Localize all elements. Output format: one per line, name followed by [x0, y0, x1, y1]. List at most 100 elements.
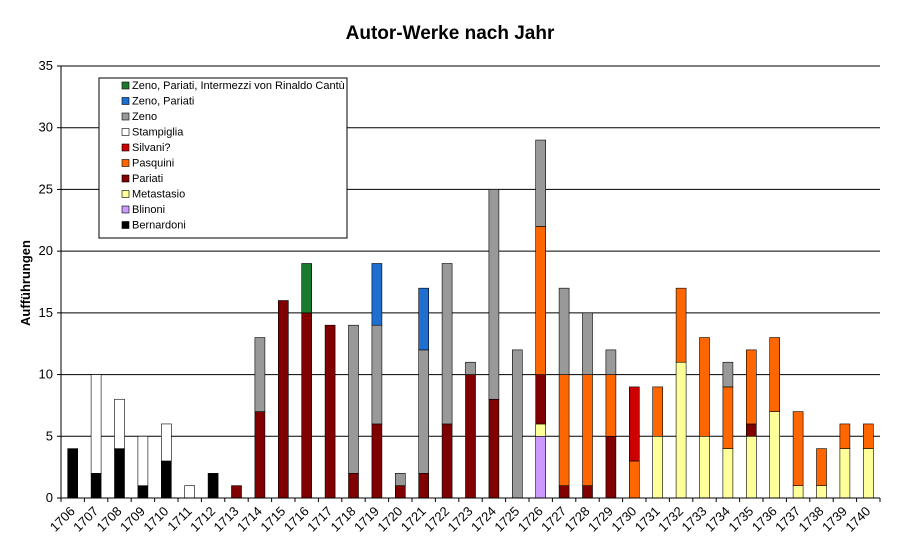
- bar-segment: [792, 485, 804, 499]
- bar-segment: [558, 287, 570, 375]
- bar-segment: [418, 287, 430, 351]
- y-tick-label: 0: [46, 490, 53, 505]
- legend-swatch: [121, 143, 130, 152]
- x-tick-label: 1714: [234, 504, 265, 535]
- bar-segment: [628, 386, 640, 462]
- legend-swatch: [121, 112, 130, 121]
- bar-segment: [277, 300, 289, 499]
- legend-label: Zeno, Pariati: [132, 96, 194, 108]
- x-tick-label: 1733: [679, 504, 710, 535]
- bar-segment: [862, 423, 874, 449]
- bar-segment: [511, 349, 523, 499]
- bar-segment: [582, 374, 593, 486]
- legend-swatch: [121, 190, 130, 198]
- bar-segment: [839, 423, 851, 449]
- bar-segment: [699, 337, 710, 437]
- bar-segment: [114, 448, 125, 499]
- legend-label: Bernardoni: [132, 220, 186, 232]
- bar-segment: [488, 398, 500, 499]
- bar-segment: [371, 423, 383, 499]
- bar-segment: [722, 448, 734, 499]
- x-tick-label: 1707: [70, 504, 101, 535]
- x-tick-label: 1722: [421, 504, 452, 535]
- bar-segment: [90, 374, 102, 474]
- bar-segment: [371, 324, 383, 425]
- x-tick-label: 1725: [491, 504, 522, 535]
- bar-segment: [371, 263, 383, 326]
- bar-segment: [465, 374, 476, 499]
- bar-segment: [488, 189, 500, 400]
- x-tick-label: 1729: [585, 504, 616, 535]
- bar-segment: [535, 423, 547, 437]
- bar-segment: [301, 312, 313, 499]
- bar-segment: [582, 485, 593, 499]
- x-tick-label: 1715: [257, 504, 288, 535]
- x-tick-label: 1738: [796, 504, 827, 535]
- bar-segment: [324, 324, 336, 499]
- y-tick-label: 5: [46, 428, 53, 443]
- x-tick-label: 1724: [468, 504, 499, 535]
- x-tick-label: 1740: [842, 504, 873, 535]
- x-tick-label: 1710: [140, 504, 171, 535]
- legend-label: Silvani?: [132, 142, 171, 154]
- bar-segment: [862, 448, 874, 499]
- x-tick-labels: 1706170717081709171017111712171317141715…: [47, 504, 874, 535]
- legend-label: Zeno: [132, 111, 157, 123]
- bar-segment: [652, 386, 664, 437]
- legend-swatch: [121, 128, 130, 136]
- bar-segment: [745, 435, 757, 499]
- x-tick-label: 1728: [562, 504, 593, 535]
- legend-box: [98, 77, 348, 239]
- y-tick-label: 30: [39, 120, 53, 135]
- bar-segment: [137, 485, 149, 499]
- bar-segment: [558, 374, 570, 486]
- chart-title: Autor-Werke nach Jahr: [346, 23, 555, 44]
- bar-segment: [231, 485, 242, 499]
- legend-swatch: [121, 221, 130, 229]
- bar-segment: [605, 435, 617, 499]
- bar-segment: [535, 226, 547, 375]
- bar-segment: [301, 263, 313, 314]
- x-tick-label: 1708: [94, 504, 125, 535]
- y-tick-labels: 0 5 10 15 20 25 30 35: [39, 58, 53, 505]
- x-tick-label: 1709: [117, 504, 148, 535]
- x-tick-label: 1718: [328, 504, 359, 535]
- legend-label: Pasquini: [132, 158, 174, 170]
- x-tick-label: 1717: [304, 504, 335, 535]
- bar-segment: [722, 361, 734, 388]
- legend-label: Stampiglia: [132, 127, 184, 139]
- bar-segment: [394, 485, 406, 499]
- x-tick-label: 1721: [398, 504, 429, 535]
- x-tick-label: 1726: [515, 504, 546, 535]
- legend-label: Pariati: [132, 173, 163, 185]
- bar-segment: [582, 312, 593, 375]
- legend-label: Blinoni: [132, 204, 165, 216]
- bar-segment: [348, 324, 359, 474]
- bar-segment: [394, 473, 406, 486]
- bar-segment: [161, 460, 172, 499]
- bar-segment: [535, 374, 547, 425]
- bar-segment: [184, 485, 195, 499]
- legend: Zeno, Pariati, Intermezzi von Rinaldo Ca…: [98, 77, 348, 239]
- y-tick-label: 35: [39, 58, 53, 73]
- x-tick-label: 1730: [608, 504, 639, 535]
- x-tick-label: 1706: [47, 504, 78, 535]
- bar-segment: [418, 349, 430, 474]
- bar-segment: [769, 337, 781, 412]
- x-tick-label: 1732: [655, 504, 686, 535]
- bar-segment: [441, 263, 453, 425]
- x-tick-label: 1713: [211, 504, 242, 535]
- legend-swatch: [121, 159, 130, 167]
- bar-segment: [722, 386, 734, 449]
- bar-segment: [675, 361, 687, 499]
- bar-segment: [816, 485, 827, 499]
- bar-segment: [207, 473, 219, 499]
- bar-segment: [745, 423, 757, 437]
- x-tick-label: 1720: [374, 504, 405, 535]
- x-tick-label: 1719: [351, 504, 382, 535]
- x-tick-label: 1735: [725, 504, 756, 535]
- bar-segment: [628, 460, 640, 499]
- x-tick-label: 1716: [281, 504, 312, 535]
- bar-segment: [605, 374, 617, 437]
